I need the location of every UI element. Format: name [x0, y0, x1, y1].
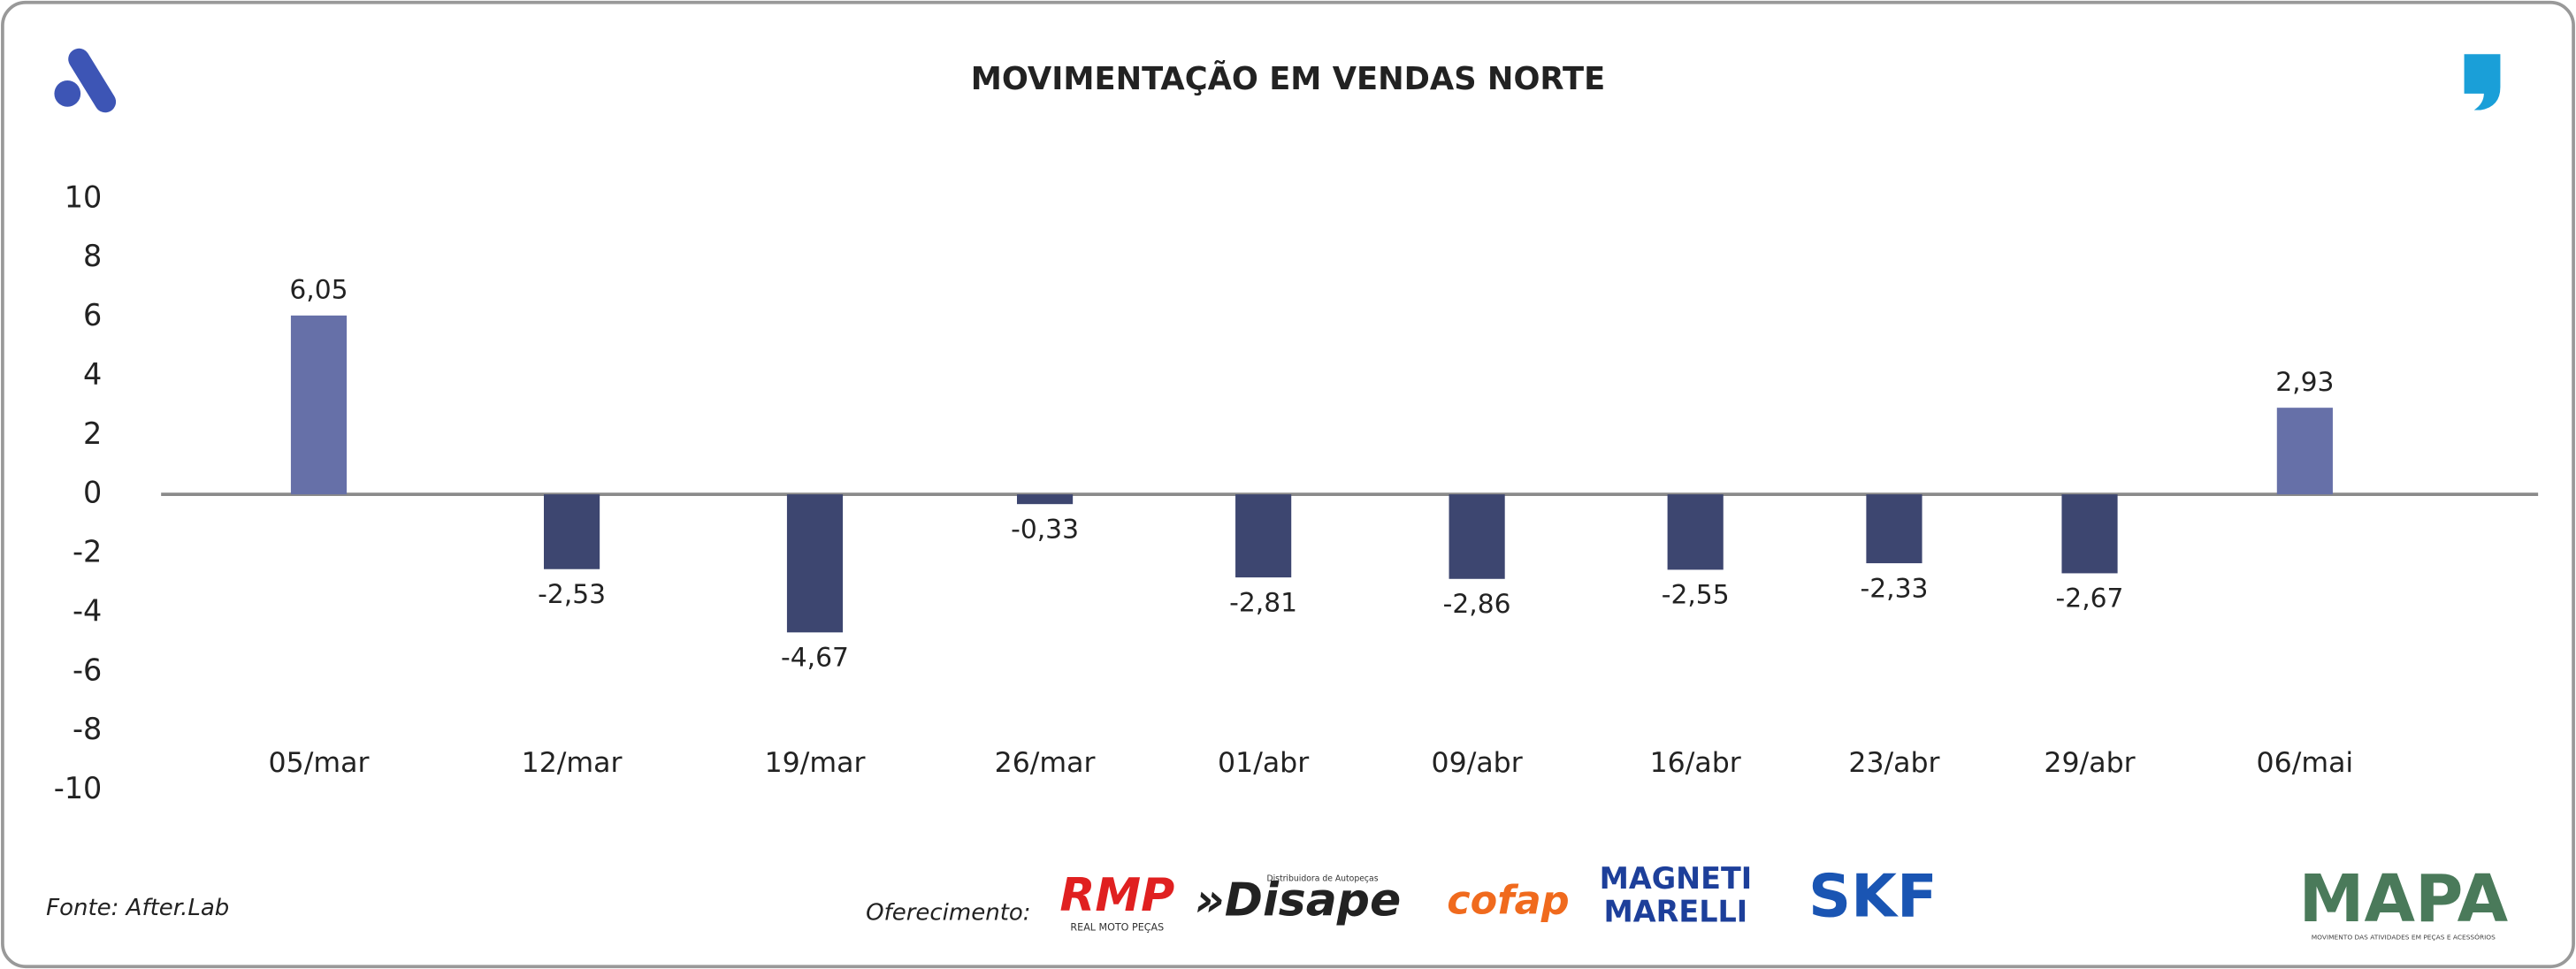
bar [290, 315, 348, 495]
bar [786, 494, 844, 633]
value-label: -2,67 [2056, 584, 2124, 614]
logo-a [54, 48, 117, 113]
x-tick-label: 23/abr [1848, 747, 1939, 779]
bar [1667, 494, 1724, 570]
y-tick-label: -8 [73, 712, 102, 746]
footer: Fonte: After.Lab Oferecimento: RMP REAL … [46, 860, 2508, 942]
sponsor-logo: SKF [1808, 862, 1938, 931]
y-tick-label: -4 [73, 593, 102, 628]
y-tick-label: 4 [83, 357, 102, 392]
bar [1449, 494, 1505, 579]
bar [2061, 494, 2118, 574]
y-tick-label: 8 [83, 239, 102, 273]
bar [1235, 494, 1292, 578]
sponsor-logo: MARELLI [1604, 894, 1748, 928]
sponsor-logo: RMP [1059, 869, 1174, 922]
sponsor-label: Oferecimento: [866, 899, 1030, 926]
value-label: -2,53 [538, 579, 606, 610]
sponsor-tagline: Distribuidora de Autopeças [1266, 874, 1378, 883]
value-label: -0,33 [1011, 514, 1079, 545]
y-tick-label: 10 [65, 179, 103, 214]
x-tick-label: 26/mar [995, 747, 1096, 779]
value-label: -2,86 [1443, 589, 1511, 620]
logo-quote [2464, 54, 2501, 111]
value-label: 2,93 [2275, 367, 2334, 398]
brand-logo: MAPA [2299, 860, 2509, 937]
sponsor-logo: cofap [1447, 878, 1569, 924]
sponsor-tagline: REAL MOTO PEÇAS [1070, 922, 1164, 934]
value-label: 6,05 [289, 274, 348, 305]
value-label: -2,55 [1662, 580, 1730, 611]
sponsor-logo: MAGNETI [1600, 861, 1753, 896]
x-tick-label: 16/abr [1650, 747, 1741, 779]
y-tick-label: 6 [83, 298, 102, 332]
x-tick-label: 29/abr [2044, 747, 2135, 779]
x-tick-label: 12/mar [522, 747, 623, 779]
sponsor-logo: »Disape [1195, 874, 1401, 927]
y-tick-label: -2 [73, 535, 102, 569]
y-tick-label: 2 [83, 416, 102, 451]
bar [2276, 408, 2333, 495]
brand-tagline: MOVIMENTO DAS ATIVIDADES EM PEÇAS E ACES… [2312, 934, 2496, 942]
bar [1016, 494, 1074, 505]
x-tick-label: 09/abr [1432, 747, 1523, 779]
x-tick-label: 19/mar [765, 747, 866, 779]
y-tick-label: -10 [54, 771, 103, 805]
value-label: -2,81 [1229, 587, 1297, 618]
y-tick-label: 0 [83, 476, 102, 510]
bar [1866, 494, 1922, 564]
x-tick-label: 05/mar [269, 747, 370, 779]
chart-title: MOVIMENTAÇÃO EM VENDAS NORTE [971, 60, 1605, 97]
value-label: -4,67 [781, 643, 849, 674]
x-tick-label: 01/abr [1218, 747, 1309, 779]
bar [543, 494, 600, 569]
source: Fonte: After.Lab [46, 895, 229, 921]
value-label: -2,33 [1861, 573, 1929, 604]
x-tick-label: 06/mai [2257, 747, 2354, 779]
y-tick-label: -6 [73, 652, 102, 687]
